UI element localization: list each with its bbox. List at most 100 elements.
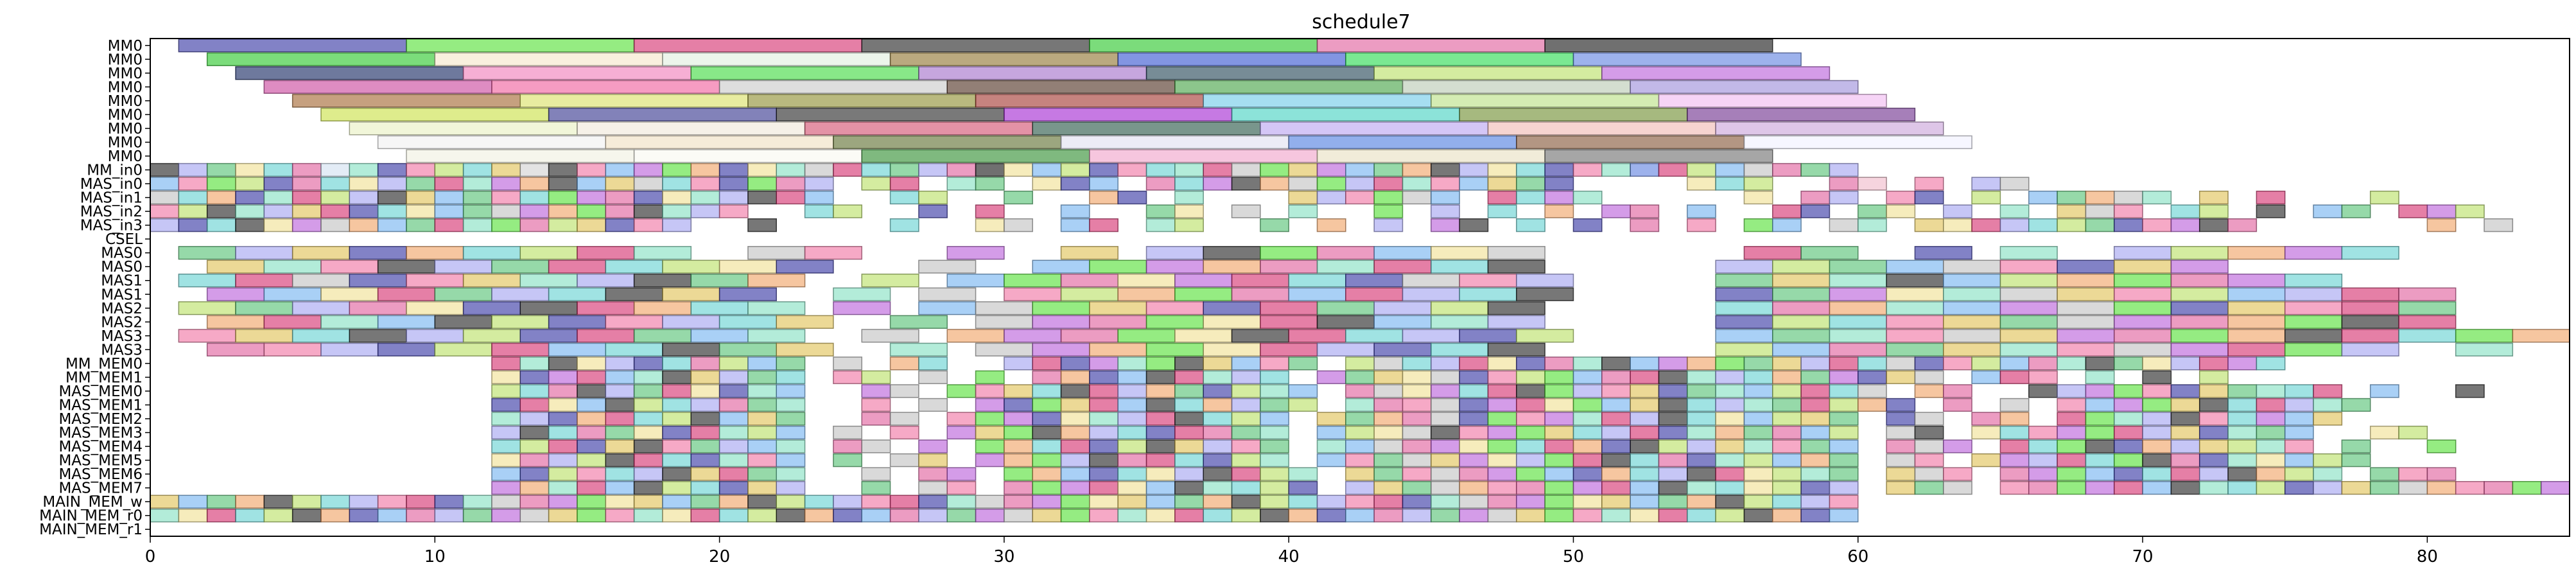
gantt-bar xyxy=(1431,509,1460,523)
gantt-bar xyxy=(718,481,749,495)
gantt-bar xyxy=(1971,453,2001,468)
gantt-bar xyxy=(1886,412,1916,426)
gantt-bar xyxy=(662,412,692,426)
gantt-bar xyxy=(662,425,692,440)
gantt-bar xyxy=(1772,398,1802,412)
gantt-bar xyxy=(1487,162,1517,177)
gantt-bar xyxy=(633,495,663,509)
gantt-bar xyxy=(889,315,948,329)
gantt-bar xyxy=(1117,495,1147,509)
gantt-bar xyxy=(377,177,407,191)
gantt-bar xyxy=(577,121,806,136)
gantt-bar xyxy=(833,425,862,440)
gantt-bar xyxy=(1316,425,1346,440)
gantt-bar xyxy=(2284,384,2314,398)
gantt-bar xyxy=(1373,204,1404,218)
gantt-bar xyxy=(1516,356,1545,371)
gantt-bar xyxy=(1516,439,1545,453)
gantt-bar xyxy=(889,509,919,523)
gantt-bar xyxy=(718,425,749,440)
gantt-bar xyxy=(1715,259,1773,274)
gantt-bar xyxy=(150,190,180,205)
gantt-bar xyxy=(434,190,464,205)
gantt-bar xyxy=(1800,246,1859,260)
gantt-bar xyxy=(1601,425,1631,440)
gantt-bar xyxy=(1487,425,1517,440)
gantt-bar xyxy=(1032,356,1062,371)
gantt-bar xyxy=(1886,398,1916,412)
gantt-bar xyxy=(1601,370,1631,385)
gantt-bar xyxy=(1203,495,1233,509)
gantt-bar xyxy=(292,162,322,177)
y-tick-label: MAS_MEM2 xyxy=(58,411,143,428)
gantt-bar xyxy=(519,412,550,426)
gantt-bar xyxy=(377,287,436,301)
gantt-bar xyxy=(747,190,777,205)
gantt-bar xyxy=(1886,301,1944,315)
gantt-bar xyxy=(776,412,806,426)
y-tick-label: MAS2 xyxy=(101,314,143,331)
gantt-bar xyxy=(1943,218,1972,232)
gantt-bar xyxy=(747,439,777,453)
gantt-bar xyxy=(2227,425,2258,440)
gantt-bar xyxy=(2142,412,2172,426)
gantt-bar xyxy=(1658,425,1688,440)
gantt-bar xyxy=(320,342,379,357)
gantt-bar xyxy=(320,287,379,301)
gantt-bar xyxy=(1373,412,1404,426)
gantt-bar xyxy=(2227,329,2286,343)
gantt-bar xyxy=(1743,481,1773,495)
gantt-bar xyxy=(861,509,891,523)
gantt-bar xyxy=(1943,481,1972,495)
gantt-bar xyxy=(1402,329,1460,343)
gantt-bar xyxy=(1772,467,1802,481)
gantt-bar xyxy=(2341,439,2371,453)
gantt-bar xyxy=(1288,287,1346,301)
gantt-bar xyxy=(1999,412,2030,426)
gantt-bar xyxy=(918,259,977,274)
gantt-bar xyxy=(2426,439,2457,453)
gantt-bar xyxy=(718,204,749,218)
x-tick-label: 80 xyxy=(2417,547,2438,566)
gantt-bar xyxy=(2057,218,2087,232)
gantt-bar xyxy=(2313,384,2343,398)
gantt-bar xyxy=(1572,412,1603,426)
gantt-bar xyxy=(975,412,1005,426)
gantt-bar xyxy=(1117,412,1147,426)
gantt-bar xyxy=(718,370,749,385)
gantt-bar xyxy=(292,274,351,288)
gantt-bar xyxy=(1174,370,1204,385)
gantt-bar xyxy=(690,439,720,453)
gantt-bar xyxy=(377,162,407,177)
gantt-bar xyxy=(1431,218,1460,232)
gantt-bar xyxy=(975,425,1005,440)
gantt-bar xyxy=(2256,481,2286,495)
gantt-bar xyxy=(2113,342,2172,357)
gantt-bar xyxy=(633,453,663,468)
gantt-bar xyxy=(1658,398,1688,412)
gantt-bar xyxy=(946,274,1005,288)
gantt-bar xyxy=(1260,177,1289,191)
gantt-bar xyxy=(235,274,293,288)
gantt-bar xyxy=(577,329,635,343)
gantt-bar xyxy=(1174,481,1204,495)
gantt-bar xyxy=(690,204,720,218)
gantt-bar xyxy=(235,246,293,260)
gantt-bar xyxy=(1743,509,1773,523)
gantt-bar xyxy=(918,287,977,301)
gantt-bar xyxy=(206,204,236,218)
gantt-bar xyxy=(747,329,806,343)
gantt-bar xyxy=(2085,356,2115,371)
gantt-bar xyxy=(2198,204,2229,218)
gantt-bar xyxy=(2057,384,2087,398)
gantt-bar xyxy=(1999,177,2030,191)
gantt-bar xyxy=(1687,204,1716,218)
gantt-bar xyxy=(1431,246,1489,260)
gantt-bar xyxy=(2113,301,2172,315)
gantt-bar xyxy=(1431,467,1460,481)
gantt-bar xyxy=(1231,370,1261,385)
gantt-bar xyxy=(1829,495,1859,509)
gantt-bar xyxy=(1630,218,1660,232)
gantt-bar xyxy=(2028,370,2058,385)
gantt-bar xyxy=(1089,467,1118,481)
